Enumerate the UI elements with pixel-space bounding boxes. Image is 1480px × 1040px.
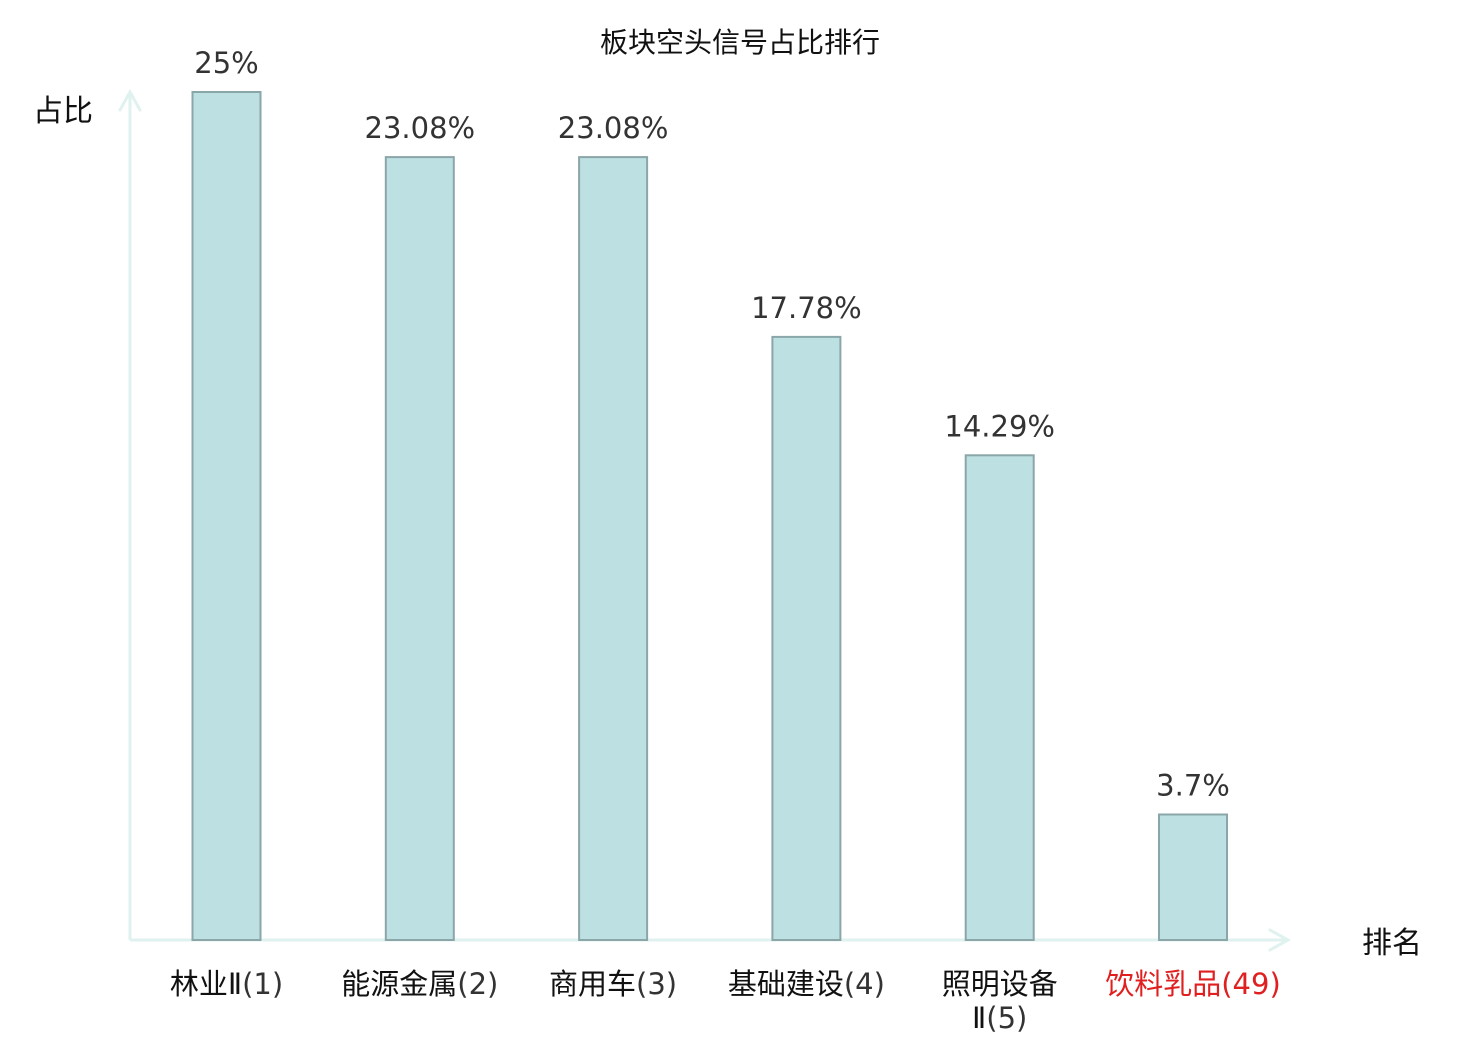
bar-4 — [771, 335, 842, 941]
category-label-6: 饮料乳品(49) — [1105, 967, 1281, 1001]
value-label-4: 17.78% — [751, 291, 862, 325]
value-label-2: 23.08% — [365, 111, 476, 145]
category-name-3: 商用车 — [549, 967, 636, 1001]
bar-6 — [1158, 813, 1228, 941]
value-label-3: 23.08% — [558, 111, 669, 145]
y-axis-arrow — [118, 88, 142, 112]
category-label-2: 能源金属(2) — [341, 967, 498, 1001]
x-axis-arrow — [1268, 928, 1292, 952]
value-label-1: 25% — [194, 46, 258, 80]
x-axis-label: 排名 — [1362, 926, 1422, 961]
category-label-5: 照明设备 Ⅱ(5) — [942, 967, 1058, 1035]
category-name-4: 基础建设 — [728, 967, 844, 1001]
category-rank-2: (2) — [457, 967, 498, 1001]
bar-1 — [191, 91, 262, 941]
value-labels: 25% 23.08% 23.08% 17.78% 14.29% 3.7% — [194, 46, 1230, 803]
category-rank-1: (1) — [242, 967, 283, 1001]
bars — [191, 91, 1228, 942]
category-labels: 林业Ⅱ(1) 能源金属(2) 商用车(3) 基础建设(4) 照明设备 Ⅱ(5)饮料乳品(4… — [170, 967, 1281, 1035]
category-rank-3: (3) — [636, 967, 677, 1001]
category-rank-5: (5) — [986, 1001, 1027, 1035]
category-name-5-part2: Ⅱ — [972, 1001, 986, 1035]
bar-3 — [578, 156, 649, 942]
category-rank-4: (4) — [844, 967, 885, 1001]
category-name-5-part1: 照明设备 — [942, 967, 1058, 1001]
value-label-5: 14.29% — [944, 409, 1055, 443]
bar-2 — [384, 156, 455, 942]
bar-5 — [964, 454, 1035, 941]
category-name-2: 能源金属 — [341, 967, 457, 1001]
category-rank-6: (49) — [1221, 967, 1281, 1001]
y-axis-label: 占比 — [33, 94, 93, 129]
category-label-4: 基础建设(4) — [728, 967, 885, 1001]
chart-title: 板块空头信号占比排行 — [600, 26, 880, 59]
axes — [118, 88, 1292, 952]
category-label-1: 林业Ⅱ(1) — [170, 967, 283, 1001]
category-name-1: 林业Ⅱ — [170, 967, 242, 1001]
category-name-6: 饮料乳品 — [1105, 967, 1221, 1001]
category-label-3: 商用车(3) — [549, 967, 677, 1001]
value-label-6: 3.7% — [1156, 769, 1230, 803]
